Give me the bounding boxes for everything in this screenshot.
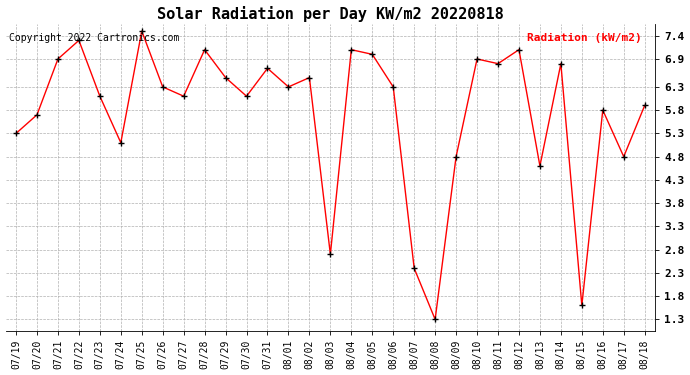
Text: Radiation (kW/m2): Radiation (kW/m2) bbox=[527, 33, 642, 44]
Text: Copyright 2022 Cartronics.com: Copyright 2022 Cartronics.com bbox=[9, 33, 179, 44]
Title: Solar Radiation per Day KW/m2 20220818: Solar Radiation per Day KW/m2 20220818 bbox=[157, 6, 504, 21]
